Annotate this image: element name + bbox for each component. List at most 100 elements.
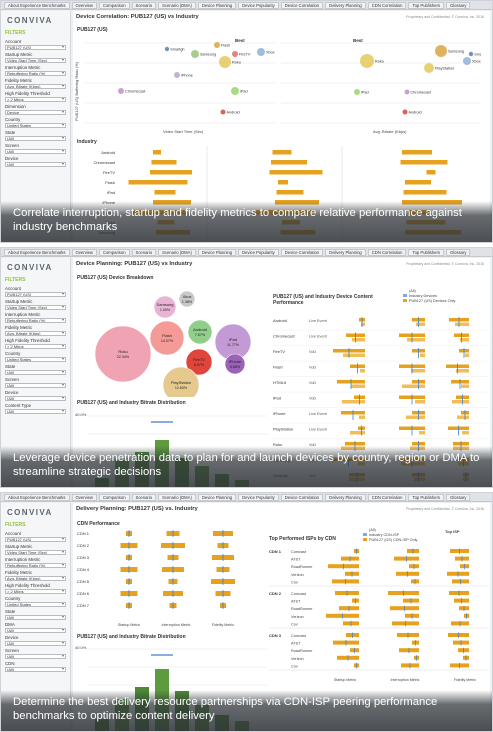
tab-cdn-correlation[interactable]: CDN Correlation [367,2,407,9]
tab-comparison[interactable]: Comparison [98,494,130,501]
filter-select[interactable]: > 2 Mbps [5,344,66,349]
bubble-ipad[interactable] [231,87,239,95]
bubble-samsung[interactable] [191,50,199,58]
filter-select[interactable]: PUB127 (US) [5,292,66,297]
bubble-chromecast[interactable] [118,88,124,94]
filter-select[interactable]: (All) [5,654,66,659]
filter-select[interactable]: Rebuffering Ratio (%) [5,71,66,76]
tab-device-popularity[interactable]: Device Popularity [238,249,279,256]
bubble-iphone[interactable] [174,72,180,78]
device-bubble-samsung[interactable] [153,295,177,319]
bubble-flash[interactable] [214,42,220,48]
legend-item[interactable]: (All) [403,288,455,293]
bubble-android[interactable] [220,109,226,115]
legend-item[interactable]: PUB127 (US) Devices Only [403,298,455,303]
tab-about-experience-benchmarks[interactable]: About Experience Benchmarks [4,494,70,501]
chart-title: PUB127 (US) [77,27,108,33]
tab-scenario-dma-[interactable]: Scenario (DMA) [158,494,196,501]
tab-scenario-dma-[interactable]: Scenario (DMA) [158,2,196,9]
bubble-xbox[interactable] [257,48,265,56]
bubble-ipad[interactable] [354,89,360,95]
filter-select[interactable]: Avg. Bitrate (Kbps) [5,331,66,336]
tab-glossary[interactable]: Glossary [445,249,471,256]
device-bubble-playstation[interactable] [162,366,200,397]
filter-select[interactable]: (All) [5,149,66,154]
tab-glossary[interactable]: Glossary [445,494,471,501]
tab-about-experience-benchmarks[interactable]: About Experience Benchmarks [4,2,70,9]
tab-overview[interactable]: Overview [71,249,97,256]
filter-select[interactable]: Avg. Bitrate (Kbps) [5,84,66,89]
bubble-smartgh[interactable] [164,46,170,52]
filter-select[interactable]: Video Start Time (Sec) [5,58,66,63]
tab-cdn-correlation[interactable]: CDN Correlation [367,494,407,501]
tab-top-publishers[interactable]: Top Publishers [408,2,444,9]
bubble-firetv[interactable] [232,51,238,57]
filter-select[interactable]: (All) [5,615,66,620]
filter-select[interactable]: PUB127 (US) [5,45,66,50]
tab-comparison[interactable]: Comparison [98,2,130,9]
filter-select[interactable]: United States [5,602,66,607]
device-bubble-xbox[interactable] [178,290,196,308]
tab-top-publishers[interactable]: Top Publishers [408,494,444,501]
tab-device-popularity[interactable]: Device Popularity [238,494,279,501]
tab-device-planning[interactable]: Device Planning [197,249,237,256]
device-bubble-firetv[interactable] [185,348,213,376]
filter-select[interactable]: Device [5,110,66,115]
tab-device-correlation[interactable]: Device Correlation [280,249,324,256]
filter-select[interactable]: (All) [5,667,66,672]
legend-item[interactable]: PUB127 (US) CDN-ISP Only [363,537,417,542]
tab-glossary[interactable]: Glossary [445,2,471,9]
tab-delivery-planning[interactable]: Delivery Planning [325,494,366,501]
filter-select[interactable]: (All) [5,641,66,646]
bubble-android[interactable] [402,109,408,115]
filter-select[interactable]: (All) [5,409,66,414]
filter-select[interactable]: Avg. Bitrate (Kbps) [5,576,66,581]
filter-select[interactable]: (All) [5,136,66,141]
device-bubble-iphone[interactable] [224,353,246,375]
tab-device-correlation[interactable]: Device Correlation [280,2,324,9]
tab-overview[interactable]: Overview [71,2,97,9]
bubble-smartgh[interactable] [468,51,474,57]
legend-item[interactable]: Industry CDN-ISP [363,532,417,537]
tab-device-correlation[interactable]: Device Correlation [280,494,324,501]
tab-scenario[interactable]: Scenario [131,2,157,9]
bubble-roku[interactable] [219,56,231,68]
tab-overview[interactable]: Overview [71,494,97,501]
tab-about-experience-benchmarks[interactable]: About Experience Benchmarks [4,249,70,256]
tab-delivery-planning[interactable]: Delivery Planning [325,249,366,256]
tab-comparison[interactable]: Comparison [98,249,130,256]
tab-top-publishers[interactable]: Top Publishers [408,249,444,256]
filter-select[interactable]: Rebuffering Ratio (%) [5,563,66,568]
bubble-playstation[interactable] [424,63,434,73]
device-bubble-roku[interactable] [94,325,152,383]
filter-select[interactable]: (All) [5,396,66,401]
filter-select[interactable]: Rebuffering Ratio (%) [5,318,66,323]
legend-item[interactable]: Industry Devices [403,293,455,298]
filter-select[interactable]: PUB127 (US) [5,537,66,542]
filter-select[interactable]: United States [5,123,66,128]
tab-device-planning[interactable]: Device Planning [197,494,237,501]
tab-device-popularity[interactable]: Device Popularity [238,2,279,9]
filter-select[interactable]: (All) [5,162,66,167]
bubble-roku[interactable] [360,54,374,68]
tab-device-planning[interactable]: Device Planning [197,2,237,9]
filter-select[interactable]: United States [5,357,66,362]
filter-select[interactable]: (All) [5,383,66,388]
device-bubble-flash[interactable] [149,320,185,356]
tab-scenario[interactable]: Scenario [131,494,157,501]
bubble-chromecast[interactable] [404,89,410,95]
tab-scenario[interactable]: Scenario [131,249,157,256]
tab-cdn-correlation[interactable]: CDN Correlation [367,249,407,256]
filter-select[interactable]: Video Start Time (Sec) [5,305,66,310]
filter-select[interactable]: Video Start Time (Sec) [5,550,66,555]
filter-select[interactable]: > 2 Mbps [5,589,66,594]
bubble-samsung[interactable] [435,45,447,57]
filter-select[interactable]: (All) [5,628,66,633]
bubble-xbox[interactable] [463,57,471,65]
tab-scenario-dma-[interactable]: Scenario (DMA) [158,249,196,256]
filter-select[interactable]: (All) [5,370,66,375]
tab-delivery-planning[interactable]: Delivery Planning [325,2,366,9]
device-bubble-android[interactable] [187,319,213,345]
filter-select[interactable]: > 2 Mbps [5,97,66,102]
legend-item[interactable]: (All) [363,527,417,532]
